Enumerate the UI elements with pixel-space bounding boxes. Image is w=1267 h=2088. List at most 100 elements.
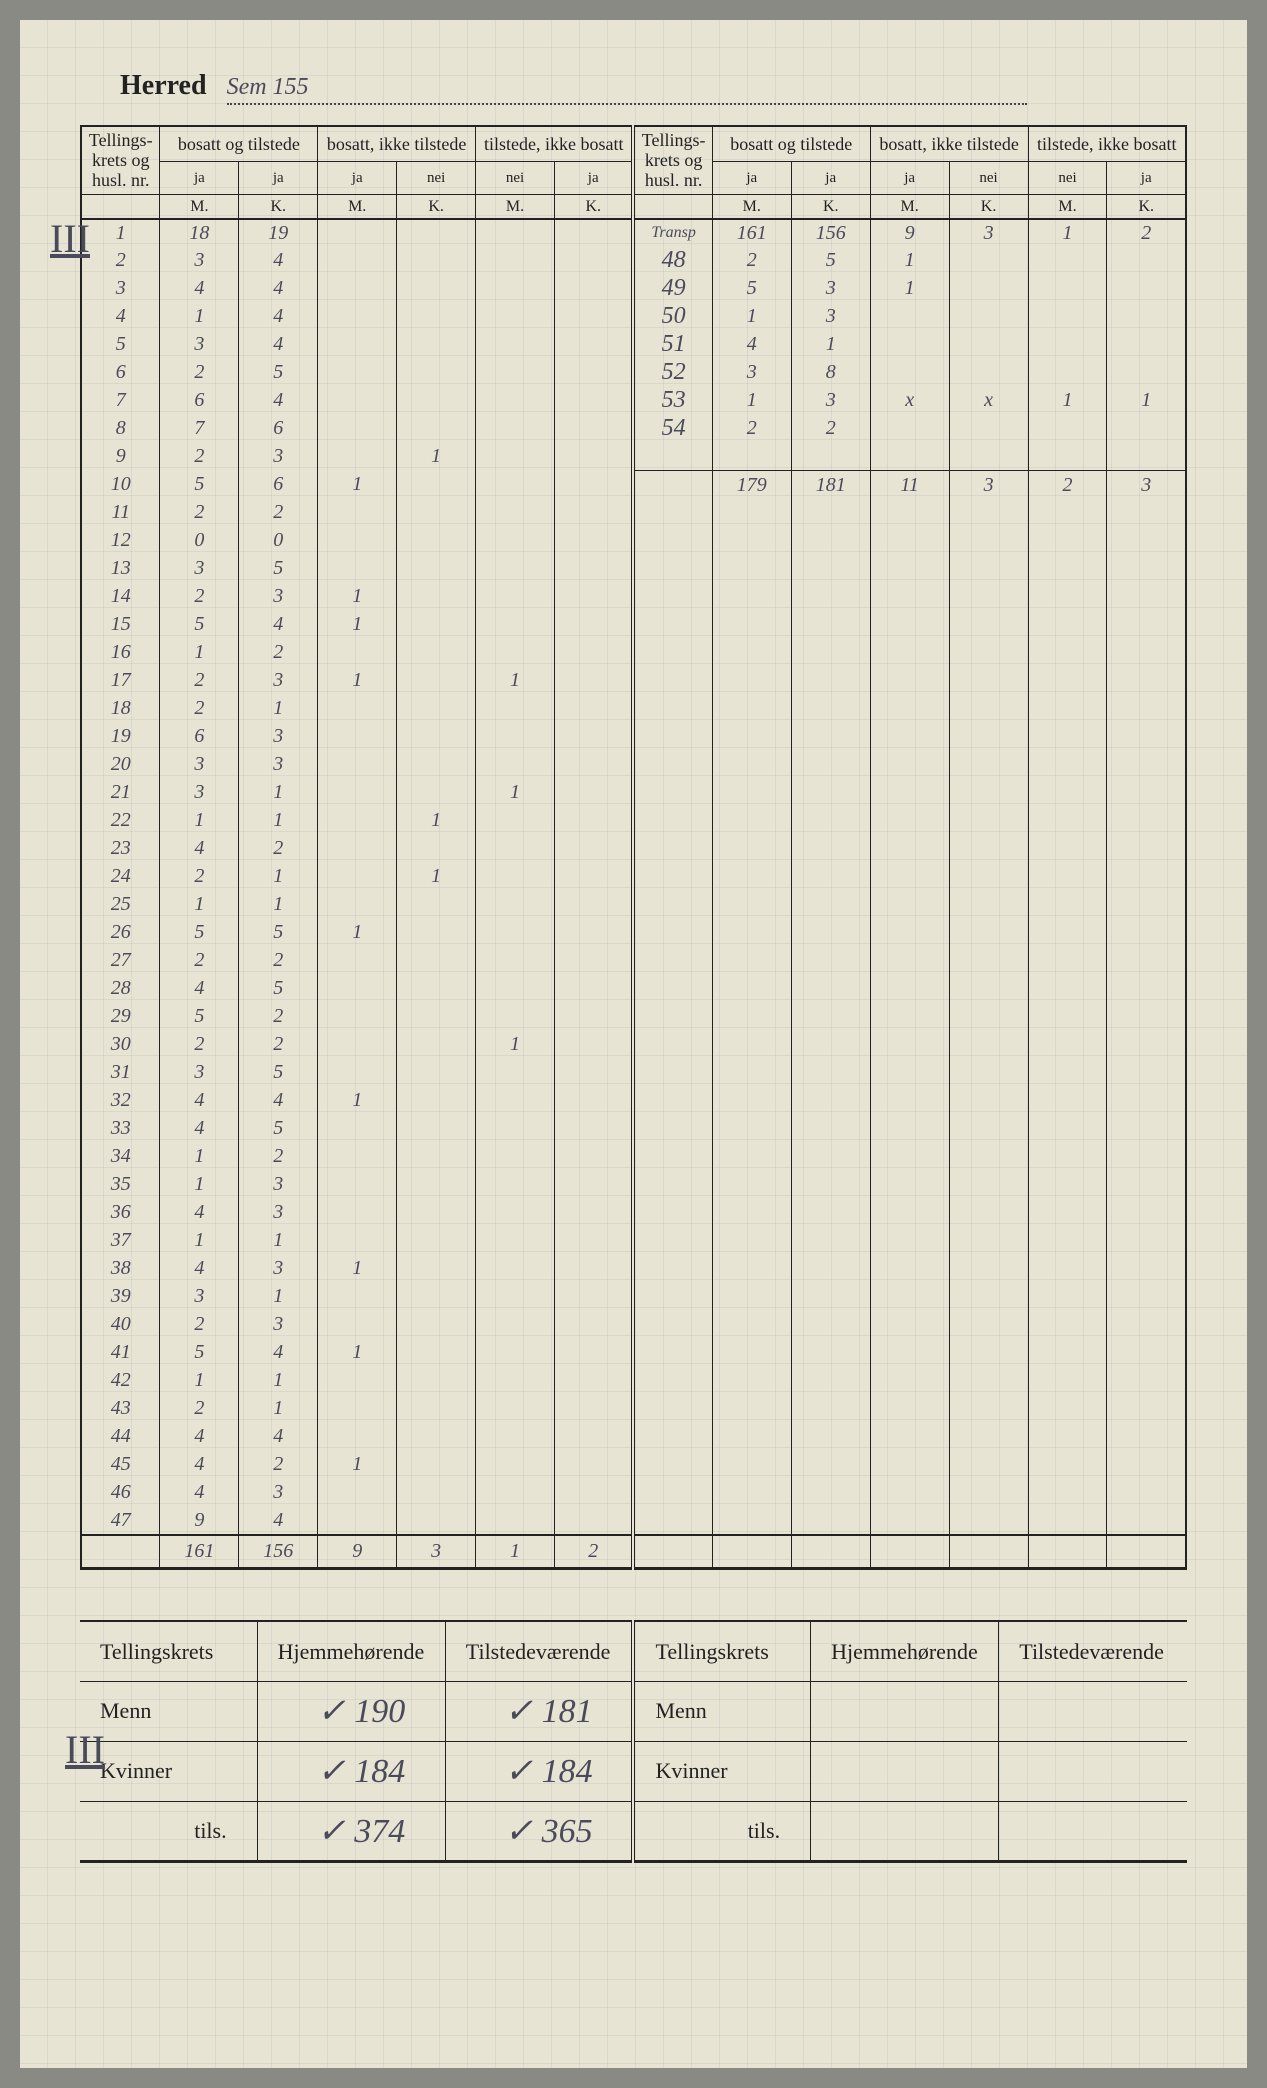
cell [870,1339,949,1367]
cell: 1 [870,275,949,303]
cell [555,723,634,751]
cell: 4 [81,303,160,331]
cell [1107,359,1186,387]
rt-k2: 3 [949,471,1028,499]
cell [476,1283,555,1311]
cell [476,219,555,247]
cell: Transp [633,219,712,247]
cell [791,1227,870,1255]
cell [318,835,397,863]
cell: 45 [81,1451,160,1479]
cell [870,1311,949,1339]
header-row-3: M.K. M.K. M.K. M.K. M.K. M.K. [81,195,1186,219]
cell [1107,415,1186,443]
header-id-left: Tellings-krets og husl. nr. [81,126,160,195]
cell: 33 [81,1115,160,1143]
lt-m2: 9 [318,1535,397,1569]
cell [1028,919,1107,947]
cell: 42 [81,1367,160,1395]
data-row: 3135 [81,1059,1186,1087]
cell [555,443,634,471]
cell [949,1423,1028,1451]
cell [1028,975,1107,1003]
cell: 53 [633,387,712,415]
cell: 5 [239,975,318,1003]
cell [397,1143,476,1171]
cell: 31 [81,1059,160,1087]
cell: 4 [239,1339,318,1367]
cell [712,1311,791,1339]
cell [712,583,791,611]
data-row: 4211 [81,1367,1186,1395]
cell: 3 [949,219,1028,247]
data-row: 26551 [81,919,1186,947]
cell [1107,583,1186,611]
cell [791,1171,870,1199]
cell [949,499,1028,527]
cell [318,303,397,331]
data-row: 172311 [81,667,1186,695]
cell [712,1507,791,1535]
cell: 1 [160,891,239,919]
cell: 4 [160,1479,239,1507]
cell: 39 [81,1283,160,1311]
cell [712,1143,791,1171]
cell [555,471,634,499]
cell [791,583,870,611]
cell [397,1283,476,1311]
cell [870,919,949,947]
cell [791,611,870,639]
cell [791,723,870,751]
cell [949,667,1028,695]
cell [870,1479,949,1507]
data-row: 32441 [81,1087,1186,1115]
cell: 5 [160,611,239,639]
cell: 3 [81,275,160,303]
cell: 6 [239,471,318,499]
cell [712,947,791,975]
cell [1107,1199,1186,1227]
cell [949,1451,1028,1479]
herred-value: Sem 155 [227,74,1027,105]
data-row: 1200 [81,527,1186,555]
cell [476,611,555,639]
cell: 2 [160,359,239,387]
cell [870,891,949,919]
cell [1107,779,1186,807]
cell: 1 [1107,387,1186,415]
cell: 2 [160,1031,239,1059]
cell: 3 [239,751,318,779]
cell [633,751,712,779]
cell: 9 [160,1507,239,1535]
cell [555,779,634,807]
cell [791,1479,870,1507]
header-g3-right: tilstede, ikke bosatt [1028,126,1186,162]
cell [1028,1423,1107,1451]
cell: 19 [239,219,318,247]
cell [476,1479,555,1507]
cell [1028,1339,1107,1367]
cell: 2 [81,247,160,275]
cell: 4 [239,387,318,415]
cell [476,247,555,275]
cell [1028,807,1107,835]
cell [555,1255,634,1283]
cell [318,639,397,667]
cell: 1 [239,1367,318,1395]
cell [949,415,1028,443]
cell [555,1087,634,1115]
cell [1028,359,1107,387]
cell [949,359,1028,387]
cell: 46 [81,1479,160,1507]
cell: 3 [160,1283,239,1311]
rt-m2: 11 [870,471,949,499]
cell [712,1171,791,1199]
cell [870,415,949,443]
data-row: 1963 [81,723,1186,751]
cell: 5 [81,331,160,359]
data-row: 3711 [81,1227,1186,1255]
cell: 1 [476,779,555,807]
cell: 1 [160,1143,239,1171]
summary-table: Tellingskrets Hjemmehørende Tilstedevære… [80,1620,1187,1863]
cell [791,555,870,583]
